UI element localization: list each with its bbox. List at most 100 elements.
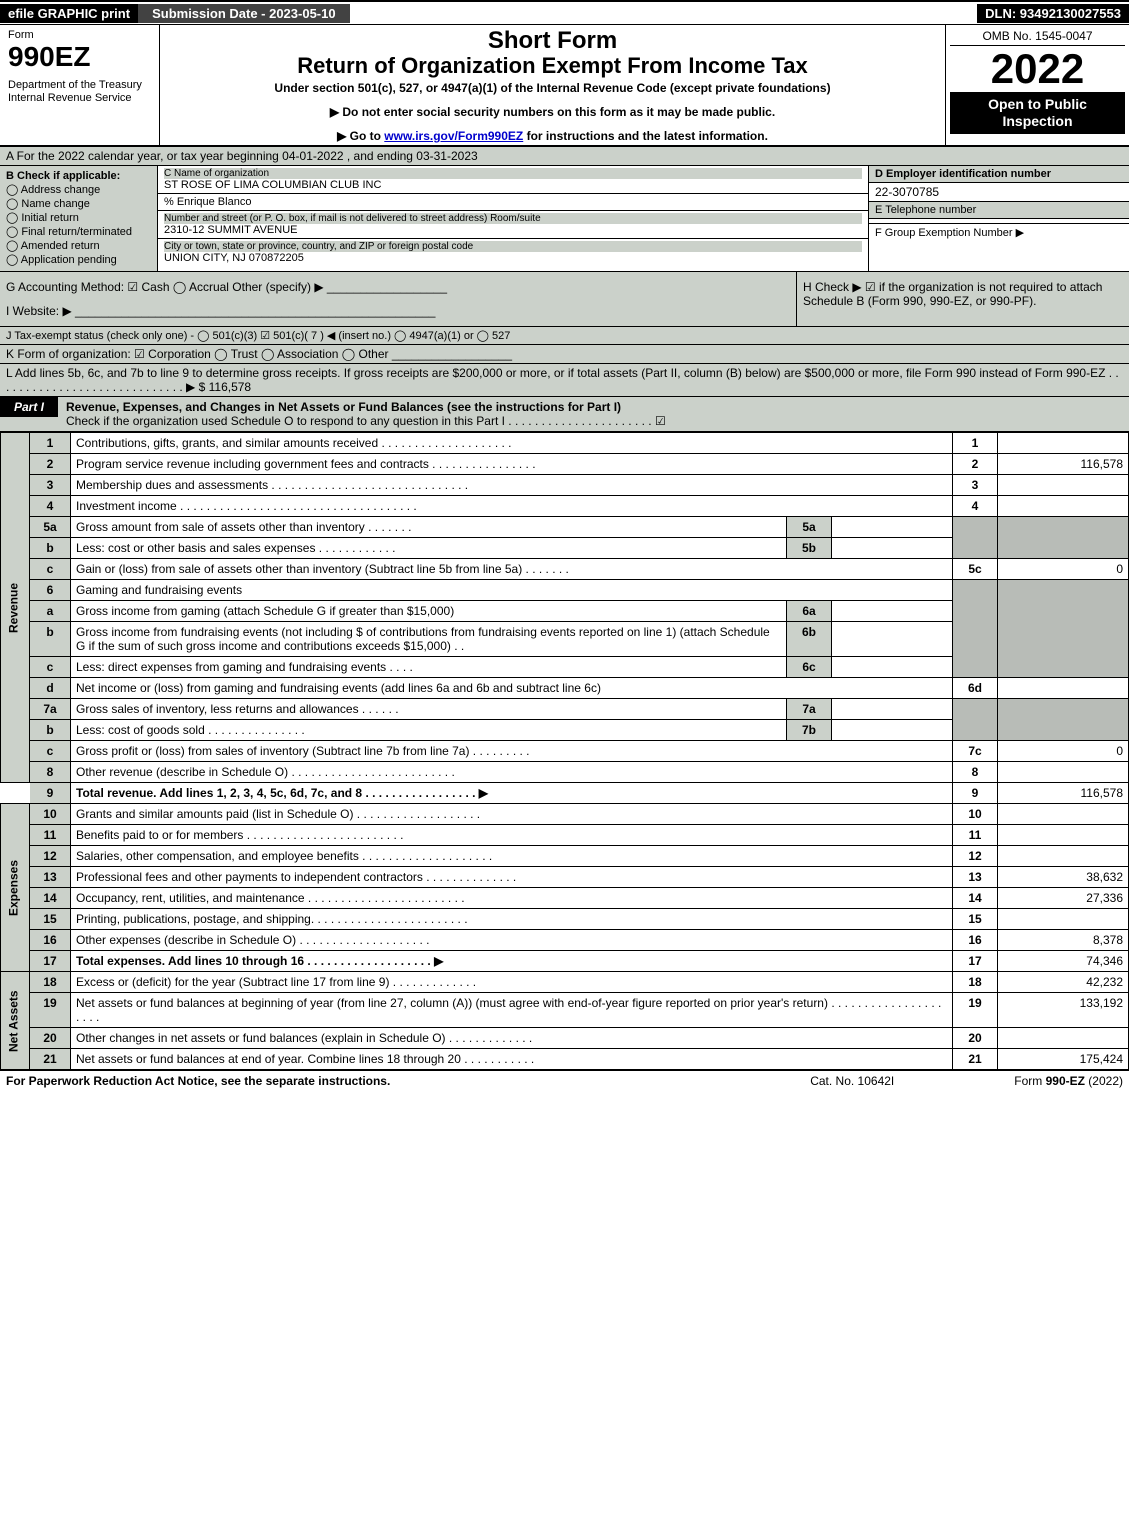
- line-label: Contributions, gifts, grants, and simila…: [71, 433, 953, 454]
- sub-val: [832, 720, 953, 741]
- line-label: Benefits paid to or for members . . . . …: [71, 825, 953, 846]
- chk-initial-return[interactable]: ◯ Initial return: [6, 211, 151, 224]
- c-name: C Name of organization ST ROSE OF LIMA C…: [158, 166, 868, 194]
- line-ref: 6d: [953, 678, 998, 699]
- lines-table: Revenue 1 Contributions, gifts, grants, …: [0, 432, 1129, 1070]
- chk-name-change[interactable]: ◯ Name change: [6, 197, 151, 210]
- line-label: Less: cost of goods sold . . . . . . . .…: [71, 720, 787, 741]
- row-h: H Check ▶ ☑ if the organization is not r…: [796, 272, 1129, 326]
- chk-final-return[interactable]: ◯ Final return/terminated: [6, 225, 151, 238]
- line-ref: 9: [953, 783, 998, 804]
- sub-ref: 6a: [787, 601, 832, 622]
- line-ref: 5c: [953, 559, 998, 580]
- line-label: Program service revenue including govern…: [71, 454, 953, 475]
- line-label: Gross income from gaming (attach Schedul…: [71, 601, 787, 622]
- form-title-block: Short Form Return of Organization Exempt…: [160, 25, 946, 145]
- line-amount: 0: [998, 559, 1129, 580]
- line-num: c: [30, 657, 71, 678]
- part1-sub: Check if the organization used Schedule …: [66, 414, 1121, 428]
- form-header: Form 990EZ Department of the Treasury In…: [0, 25, 1129, 147]
- line-num: 21: [30, 1049, 71, 1070]
- section-b-to-f: B Check if applicable: ◯ Address change …: [0, 166, 1129, 272]
- line-num: 5a: [30, 517, 71, 538]
- line-ref: 16: [953, 930, 998, 951]
- formref-post: (2022): [1085, 1074, 1123, 1088]
- line-amount: 0: [998, 741, 1129, 762]
- col-b: B Check if applicable: ◯ Address change …: [0, 166, 158, 271]
- line-amount: 175,424: [998, 1049, 1129, 1070]
- top-bar: efile GRAPHIC print Submission Date - 20…: [0, 0, 1129, 25]
- line-amount: 27,336: [998, 888, 1129, 909]
- line-num: c: [30, 559, 71, 580]
- side-net-assets: Net Assets: [1, 972, 30, 1070]
- line-ref: 4: [953, 496, 998, 517]
- line-num: 19: [30, 993, 71, 1028]
- line-num: 8: [30, 762, 71, 783]
- irs-link[interactable]: www.irs.gov/Form990EZ: [384, 129, 523, 143]
- form-label: Form: [8, 29, 153, 41]
- chk-amended[interactable]: ◯ Amended return: [6, 239, 151, 252]
- ein-value: 22-3070785: [869, 183, 1129, 202]
- line-label: Gross profit or (loss) from sales of inv…: [71, 741, 953, 762]
- line-label: Printing, publications, postage, and shi…: [71, 909, 953, 930]
- line-num: 4: [30, 496, 71, 517]
- line-label: Other changes in net assets or fund bala…: [71, 1028, 953, 1049]
- line-ref: 1: [953, 433, 998, 454]
- chk-label: Amended return: [21, 240, 100, 252]
- sub-val: [832, 601, 953, 622]
- line-label: Professional fees and other payments to …: [71, 867, 953, 888]
- line-label: Grants and similar amounts paid (list in…: [71, 804, 953, 825]
- open-to-public: Open to Public Inspection: [950, 92, 1125, 134]
- line-ref: 13: [953, 867, 998, 888]
- c-care: % Enrique Blanco: [158, 194, 868, 211]
- chk-app-pending[interactable]: ◯ Application pending: [6, 253, 151, 266]
- sub-val: [832, 657, 953, 678]
- row-i: I Website: ▶ ___________________________…: [6, 304, 790, 318]
- row-j: J Tax-exempt status (check only one) - ◯…: [0, 327, 1129, 345]
- line-num: 3: [30, 475, 71, 496]
- grey-cell: [998, 517, 1129, 559]
- line-num: b: [30, 538, 71, 559]
- f-hdr: F Group Exemption Number ▶: [869, 224, 1129, 241]
- care-of: % Enrique Blanco: [164, 196, 251, 208]
- line-ref: 21: [953, 1049, 998, 1070]
- submission-date: Submission Date - 2023-05-10: [138, 4, 352, 23]
- tax-year: 2022: [950, 48, 1125, 90]
- line-label: Other expenses (describe in Schedule O) …: [71, 930, 953, 951]
- line-label: Total expenses. Add lines 10 through 16 …: [71, 951, 953, 972]
- line-num: 11: [30, 825, 71, 846]
- sub-ref: 6c: [787, 657, 832, 678]
- side-expenses: Expenses: [1, 804, 30, 972]
- line-num: d: [30, 678, 71, 699]
- link-note: ▶ Go to www.irs.gov/Form990EZ for instru…: [170, 129, 935, 143]
- note2-post: for instructions and the latest informat…: [523, 129, 768, 143]
- line-label: Excess or (deficit) for the year (Subtra…: [71, 972, 953, 993]
- row-k: K Form of organization: ☑ Corporation ◯ …: [0, 345, 1129, 364]
- line-label: Gross income from fundraising events (no…: [71, 622, 787, 657]
- line-ref: 10: [953, 804, 998, 825]
- line-num: 18: [30, 972, 71, 993]
- department: Department of the Treasury Internal Reve…: [8, 79, 153, 105]
- line-amount: [998, 804, 1129, 825]
- line-num: b: [30, 622, 71, 657]
- line-amount: [998, 496, 1129, 517]
- chk-address-change[interactable]: ◯ Address change: [6, 183, 151, 196]
- chk-label: Application pending: [21, 254, 117, 266]
- line-amount: [998, 678, 1129, 699]
- sub-val: [832, 699, 953, 720]
- grey-cell: [953, 580, 998, 678]
- row-g-h-i: G Accounting Method: ☑ Cash ◯ Accrual Ot…: [0, 272, 1129, 327]
- short-form: Short Form: [170, 27, 935, 55]
- ssn-note: ▶ Do not enter social security numbers o…: [170, 105, 935, 119]
- line-label: Membership dues and assessments . . . . …: [71, 475, 953, 496]
- line-label: Gross amount from sale of assets other t…: [71, 517, 787, 538]
- sub-ref: 7a: [787, 699, 832, 720]
- line-num: 1: [30, 433, 71, 454]
- sub-val: [832, 517, 953, 538]
- efile-label[interactable]: efile GRAPHIC print: [0, 4, 138, 23]
- col-c: C Name of organization ST ROSE OF LIMA C…: [158, 166, 869, 271]
- grey-cell: [953, 699, 998, 741]
- line-num: 10: [30, 804, 71, 825]
- line-label: Net assets or fund balances at end of ye…: [71, 1049, 953, 1070]
- side-revenue: Revenue: [1, 433, 30, 783]
